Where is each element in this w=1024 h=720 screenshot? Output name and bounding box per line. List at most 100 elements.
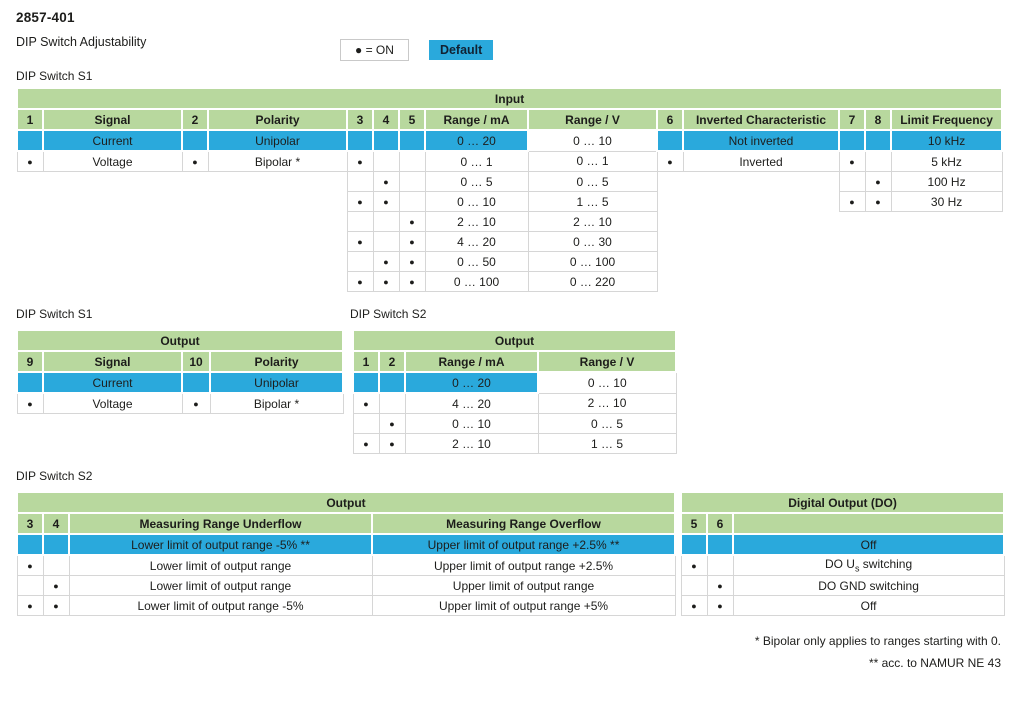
empty-cell: [865, 252, 891, 272]
table-row: ● Voltage ● Bipolar * ● 0 … 1 0 … 1 ● In…: [16, 150, 1003, 172]
value-cell: 0 … 10: [527, 129, 658, 152]
column-header-cell: 7: [838, 108, 866, 131]
column-header-cell: 2: [181, 108, 209, 131]
value-cell: Upper limit of output range +2.5% **: [370, 533, 677, 556]
value-cell: 0 … 20: [424, 129, 529, 152]
empty-cell: [43, 212, 182, 232]
group-header-row: Output: [352, 329, 678, 352]
dip-dot-cell: ●: [706, 595, 734, 616]
empty-cell: [683, 272, 839, 292]
dip-dot-cell: ●: [16, 392, 44, 414]
empty-cell: [208, 192, 347, 212]
column-header-cell: 1: [16, 108, 44, 131]
column-header-cell: [732, 512, 1006, 535]
column-header-cell: 1: [352, 350, 381, 373]
empty-cell: [683, 212, 839, 232]
column-header-cell: Range / mA: [424, 108, 529, 131]
value-cell: 10 kHz: [889, 129, 1004, 152]
section-label-s2-output: DIP Switch S2: [350, 307, 427, 321]
dip-dot-cell: ●: [706, 575, 734, 596]
dip-dot-cell: ●: [838, 191, 866, 212]
value-cell: 0 … 10: [537, 371, 677, 394]
value-cell: Voltage: [42, 150, 183, 172]
value-cell: 2 … 10: [404, 433, 539, 454]
dip-dot-cell: [706, 533, 735, 556]
table-s2-output-limits: Output 3 4 Measuring Range Underflow Mea…: [15, 491, 677, 616]
footnote-namur: ** acc. to NAMUR NE 43: [868, 655, 1001, 670]
empty-cell: [17, 232, 43, 252]
value-cell: Unipolar: [207, 129, 348, 152]
dip-dot-cell: ●: [372, 191, 400, 212]
value-cell: Off: [732, 533, 1006, 556]
empty-cell: [17, 252, 43, 272]
dip-dot-cell: [656, 129, 684, 152]
default-row: Off: [680, 533, 1006, 556]
dip-dot-cell: [398, 150, 426, 172]
dip-dot-cell: ●: [346, 191, 374, 212]
dip-dot-cell: [372, 150, 400, 172]
table-row: ● ● Off: [680, 595, 1005, 616]
empty-cell: [208, 272, 347, 292]
value-cell: 0 … 20: [404, 371, 540, 394]
dip-dot-cell: ●: [398, 211, 426, 232]
dip-dot-cell: [398, 129, 426, 152]
dip-dot-cell: [181, 371, 211, 394]
empty-cell: [208, 252, 347, 272]
empty-cell: [17, 192, 43, 212]
value-cell: 1 … 5: [537, 433, 677, 454]
value-cell: Not inverted: [682, 129, 840, 152]
dip-dot-cell: ●: [16, 150, 44, 172]
table-s2-digital-output: Digital Output (DO) 5 6 Off ● DO Us swit…: [680, 491, 1006, 616]
dip-dot-cell: [398, 191, 426, 212]
empty-cell: [208, 212, 347, 232]
column-header-row: 3 4 Measuring Range Underflow Measuring …: [16, 512, 677, 535]
dip-dot-cell: ●: [372, 251, 400, 272]
empty-cell: [891, 252, 1002, 272]
empty-cell: [182, 192, 208, 212]
value-cell: 100 Hz: [890, 171, 1003, 192]
value-cell: 5 kHz: [890, 150, 1003, 172]
section-label-s1-input: DIP Switch S1: [16, 69, 93, 83]
value-cell: 0 … 5: [537, 413, 677, 434]
empty-cell: [208, 172, 347, 192]
column-header-cell: Range / mA: [404, 350, 540, 373]
table-row: ● 0 … 10 0 … 5: [352, 413, 677, 434]
column-header-cell: 6: [656, 108, 684, 131]
value-cell: Upper limit of output range: [371, 575, 676, 596]
column-header-cell: Range / V: [527, 108, 658, 131]
value-cell: Bipolar *: [207, 150, 348, 172]
section-labels: DIP Switch S1 DIP Switch S2: [16, 307, 1008, 325]
dip-dot-cell: [42, 533, 70, 556]
value-cell: 4 … 20: [404, 392, 539, 414]
column-header-cell: Polarity: [208, 350, 345, 373]
dip-dot-cell: [864, 129, 892, 152]
column-header-row: 1 Signal 2 Polarity 3 4 5 Range / mA Ran…: [16, 108, 1004, 131]
empty-cell: [683, 172, 839, 192]
dip-dot-cell: [372, 231, 400, 252]
empty-cell: [43, 172, 182, 192]
column-header-cell: Measuring Range Underflow: [68, 512, 373, 535]
column-header-cell: 6: [706, 512, 735, 535]
value-cell: 2 … 10: [424, 211, 529, 232]
empty-cell: [657, 172, 683, 192]
table-row: ● ● 0 … 10 1 … 5 ● ● 30 Hz: [17, 191, 1003, 212]
page-title: 2857-401: [16, 10, 75, 25]
empty-cell: [657, 192, 683, 212]
dip-dot-cell: ●: [352, 392, 380, 414]
table-group-output: Output 9 Signal 10 Polarity Current Unip…: [15, 329, 1008, 454]
dip-dot-cell: ●: [346, 150, 374, 172]
dip-dot-cell: ●: [346, 271, 374, 292]
table-row: ● ● 0 … 50 0 … 100: [17, 251, 1002, 272]
empty-cell: [43, 192, 182, 212]
column-header-cell: Limit Frequency: [889, 108, 1004, 131]
empty-cell: [839, 212, 865, 232]
value-cell: 0 … 5: [424, 171, 529, 192]
value-cell: Lower limit of output range -5% **: [68, 533, 373, 556]
value-cell: 2 … 10: [537, 392, 677, 414]
empty-cell: [17, 272, 43, 292]
dip-dot-cell: [352, 371, 381, 394]
default-row: Current Unipolar: [16, 371, 345, 394]
group-header-row: Output: [15, 329, 345, 352]
empty-cell: [891, 272, 1002, 292]
table-s1-output: Output 9 Signal 10 Polarity Current Unip…: [15, 329, 345, 414]
